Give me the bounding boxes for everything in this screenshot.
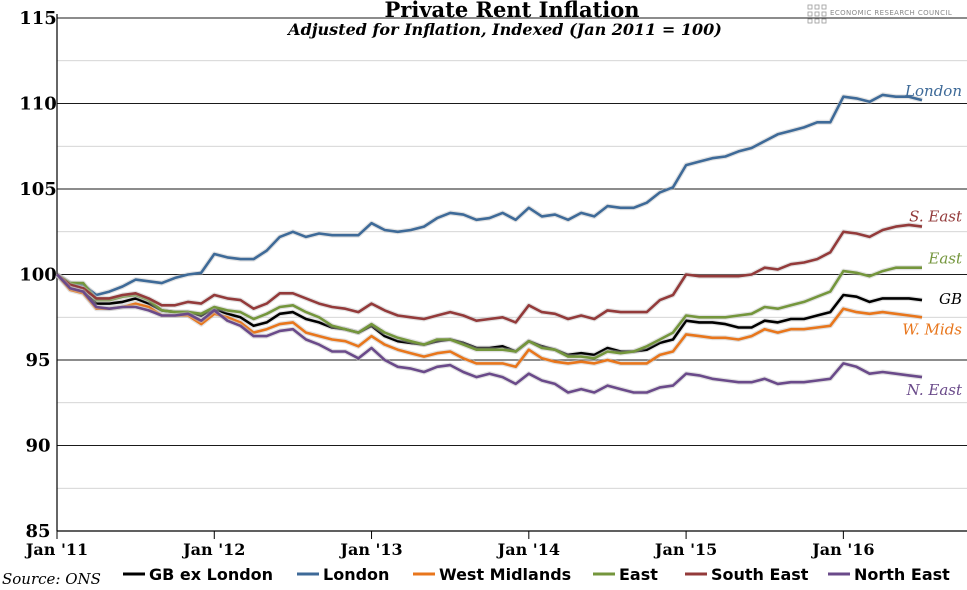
x-tick-label: Jan '13: [338, 540, 402, 559]
y-tick-label: 115: [19, 8, 57, 29]
series-end-label: GB: [939, 290, 962, 308]
series-line-london: [56, 93, 923, 297]
legend-item: North East: [828, 565, 950, 584]
legend-label: East: [619, 565, 658, 584]
brand-logo-mark-icon: [807, 4, 827, 24]
legend-item: South East: [685, 565, 809, 584]
legend-item: London: [297, 565, 389, 584]
y-tick-label: 85: [25, 521, 50, 542]
legend-label: South East: [711, 565, 809, 584]
x-tick-label: Jan '14: [496, 540, 560, 559]
series-line-north-east: [56, 273, 923, 394]
y-tick-label: 105: [19, 179, 57, 200]
chart-title: Private Rent Inflation: [384, 0, 639, 22]
y-tick-label: 95: [25, 350, 50, 371]
x-tick-label: Jan '15: [653, 540, 717, 559]
brand-logo: ECONOMIC RESEARCH COUNCIL: [807, 4, 952, 24]
series-line-south-east: [56, 223, 923, 324]
x-tick-label: Jan '16: [810, 540, 874, 559]
brand-name: ECONOMIC RESEARCH COUNCIL: [830, 9, 952, 17]
legend-item: West Midlands: [413, 565, 571, 584]
legend-label: West Midlands: [439, 565, 571, 584]
legend-item: East: [593, 565, 658, 584]
y-tick-label: 110: [19, 94, 57, 115]
series-end-label: London: [904, 82, 962, 100]
series-line-east: [56, 266, 922, 360]
y-tick-label: 90: [25, 436, 50, 457]
series-line-west-midlands: [56, 273, 923, 369]
x-tick-label: Jan '12: [181, 540, 245, 559]
series-end-label: N. East: [906, 381, 963, 399]
source-note: Source: ONS: [2, 570, 101, 588]
x-tick-label: Jan '11: [24, 540, 88, 559]
series-line-gb-ex-london: [56, 273, 923, 357]
chart-subtitle: Adjusted for Inflation, Indexed (Jan 201…: [286, 20, 722, 39]
series-end-label: W. Mids: [902, 320, 962, 338]
series-end-label: East: [927, 250, 963, 268]
legend-label: GB ex London: [149, 565, 273, 584]
legend-label: North East: [854, 565, 950, 584]
series-end-label: S. East: [909, 208, 963, 226]
legend-label: London: [323, 565, 389, 584]
y-tick-label: 100: [19, 265, 57, 286]
legend-item: GB ex London: [123, 565, 273, 584]
